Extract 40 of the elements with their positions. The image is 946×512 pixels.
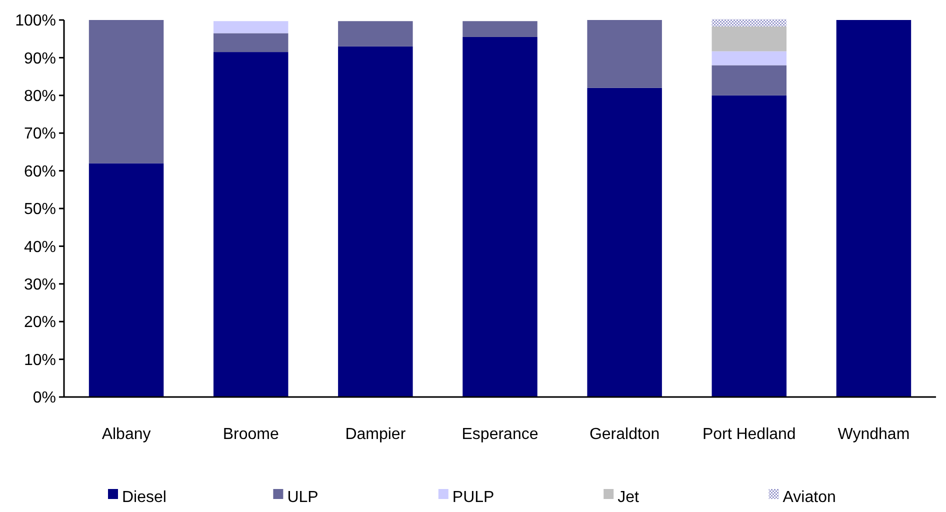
legend-label: PULP <box>452 489 494 506</box>
bar <box>462 21 538 37</box>
y-tick-label: 60% <box>24 163 56 180</box>
bar <box>587 20 662 88</box>
bar <box>712 51 787 66</box>
bar <box>712 26 787 52</box>
y-tick-label: 30% <box>24 276 56 294</box>
x-tick-label: Dampier <box>345 426 406 443</box>
bar <box>213 21 288 34</box>
y-tick-label: 40% <box>24 238 56 256</box>
bar <box>88 163 164 397</box>
x-tick-label: Wyndham <box>838 426 910 443</box>
y-tick-label: 70% <box>24 126 56 143</box>
bar <box>712 65 787 96</box>
y-tick-label: 90% <box>24 50 56 68</box>
legend-label: Aviaton <box>782 489 836 506</box>
y-tick-label: 50% <box>24 201 56 218</box>
y-tick-label: 80% <box>24 88 56 105</box>
bar <box>587 88 662 397</box>
x-tick-label: Broome <box>222 426 279 443</box>
bar <box>338 21 413 46</box>
y-tick-label: 20% <box>24 314 56 332</box>
y-tick-label: 100% <box>15 12 56 30</box>
bar <box>712 19 787 26</box>
legend-label: Diesel <box>122 489 166 506</box>
y-tick-label: 0% <box>32 390 56 407</box>
x-tick-label: Geraldton <box>589 426 660 443</box>
legend-label: Jet <box>618 489 640 506</box>
y-tick-label: 10% <box>24 352 56 369</box>
x-tick-label: Esperance <box>462 426 538 443</box>
legend-label: ULP <box>287 489 318 506</box>
x-tick-label: Port Hedland <box>702 426 796 443</box>
bar <box>462 36 538 397</box>
bar <box>712 95 787 397</box>
bar <box>213 52 288 397</box>
x-tick-label: Albany <box>102 426 151 443</box>
bar <box>338 46 413 397</box>
bar <box>88 20 164 164</box>
bar <box>213 33 288 52</box>
bar <box>836 20 912 397</box>
